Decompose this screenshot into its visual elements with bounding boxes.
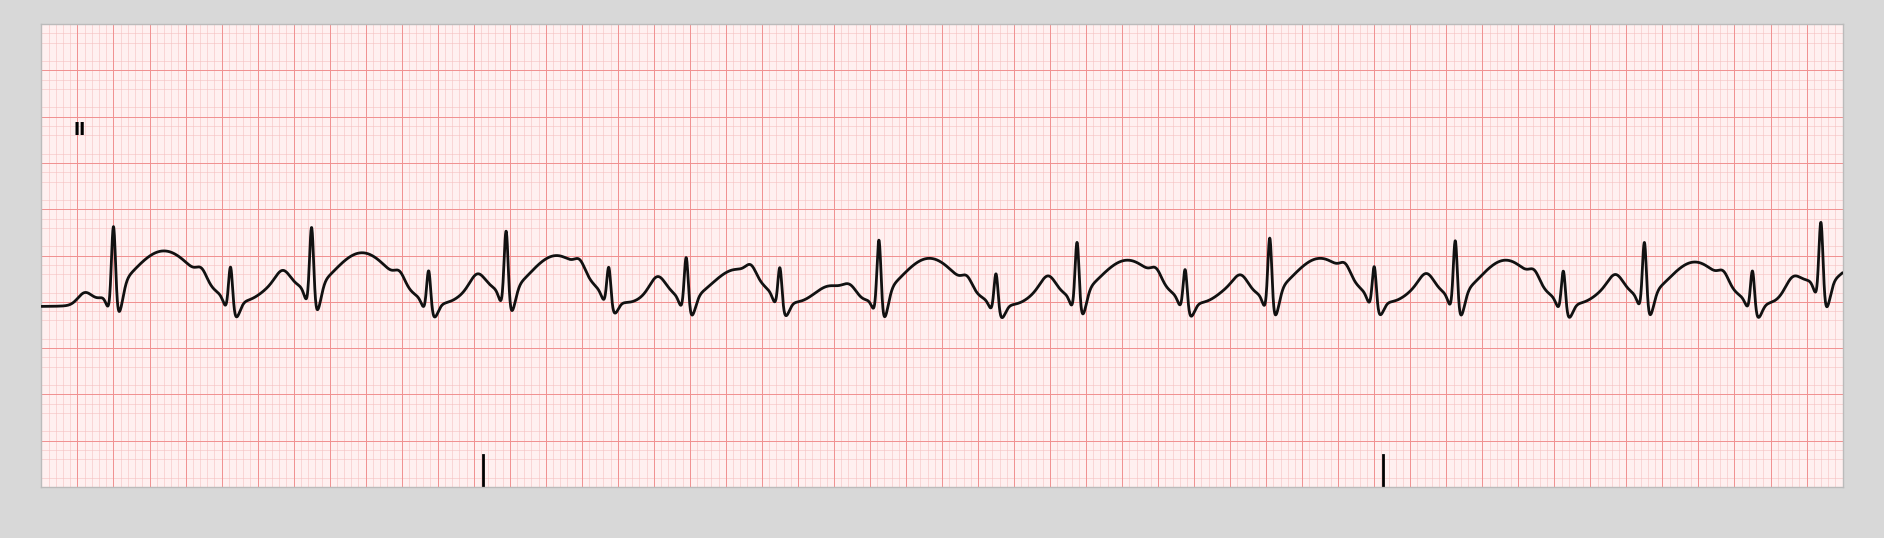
Text: II: II (73, 121, 87, 139)
